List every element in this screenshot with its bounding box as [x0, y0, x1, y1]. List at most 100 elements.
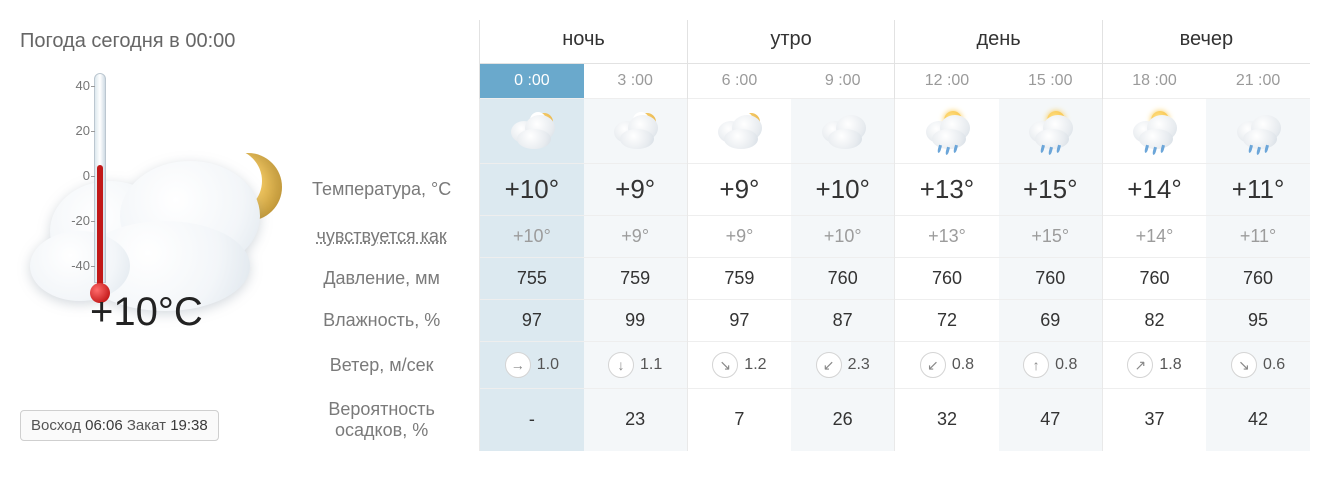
period-morning: утро [687, 20, 895, 64]
hour-cell[interactable]: 18 :00 [1102, 64, 1206, 99]
wind-direction-icon: ↓ [608, 352, 634, 378]
icon-row [300, 99, 1310, 164]
feels-like-cell: +9° [584, 216, 688, 258]
humidity-cell: 95 [1206, 300, 1310, 342]
precipitation-cell: 7 [687, 389, 791, 451]
hour-cell[interactable]: 0 :00 [480, 64, 584, 99]
weather-icon [505, 109, 559, 153]
forecast-icon-cell [480, 99, 584, 164]
wind-speed: 0.8 [1055, 356, 1077, 374]
label-pressure: Давление, мм [300, 258, 480, 300]
sunset-label: Закат [127, 417, 166, 434]
precipitation-cell: 42 [1206, 389, 1310, 451]
wind-direction-icon: ↑ [1023, 352, 1049, 378]
wind-speed: 2.3 [848, 356, 870, 374]
wind-speed: 1.8 [1159, 356, 1181, 374]
hour-cell[interactable]: 9 :00 [791, 64, 895, 99]
sunrise-label: Восход [31, 417, 81, 434]
temperature-cell: +9° [687, 164, 791, 216]
moon-icon [214, 153, 282, 221]
forecast-icon-cell [1102, 99, 1206, 164]
label-humidity: Влажность, % [300, 300, 480, 342]
weather-icon [920, 109, 974, 153]
hour-cell[interactable]: 3 :00 [584, 64, 688, 99]
wind-cell: ↙ 0.8 [895, 342, 999, 389]
label-feels-like[interactable]: чувствуется как [300, 216, 480, 258]
sunrise-time: 06:06 [85, 417, 123, 434]
humidity-cell: 82 [1102, 300, 1206, 342]
wind-cell: ↗1.8 [1102, 342, 1206, 389]
temperature-row: Температура, °C +10°+9°+9°+10°+13°+15°+1… [300, 164, 1310, 216]
thermometer-icon: 40 20 0 -20 -40 [80, 73, 120, 303]
current-weather-graphic: 40 20 0 -20 -40 [20, 63, 300, 323]
hour-cell[interactable]: 15 :00 [999, 64, 1103, 99]
pressure-cell: 760 [999, 258, 1103, 300]
precipitation-row: Вероятность осадков, % -2372632473742 [300, 389, 1310, 451]
feels-like-cell: +13° [895, 216, 999, 258]
wind-speed: 1.2 [744, 356, 766, 374]
wind-direction-icon: → [505, 352, 531, 378]
period-day: день [895, 20, 1103, 64]
wind-speed: 1.1 [640, 356, 662, 374]
period-evening: вечер [1102, 20, 1310, 64]
current-weather-panel: Погода сегодня в 00:00 40 20 0 -20 -40 [0, 0, 300, 451]
label-wind: Ветер, м/сек [300, 342, 480, 389]
humidity-cell: 69 [999, 300, 1103, 342]
feels-like-cell: +10° [480, 216, 584, 258]
sunrise-sunset-badge: Восход 06:06 Закат 19:38 [20, 410, 219, 441]
pressure-cell: 760 [1206, 258, 1310, 300]
pressure-cell: 759 [584, 258, 688, 300]
weather-icon [1023, 109, 1077, 153]
humidity-cell: 97 [687, 300, 791, 342]
weather-icon [712, 109, 766, 153]
pressure-cell: 760 [1102, 258, 1206, 300]
wind-cell: ↙ 2.3 [791, 342, 895, 389]
feels-like-cell: +15° [999, 216, 1103, 258]
pressure-row: Давление, мм 755759759760760760760760 [300, 258, 1310, 300]
pressure-cell: 760 [895, 258, 999, 300]
temperature-cell: +13° [895, 164, 999, 216]
feels-like-cell: +9° [687, 216, 791, 258]
wind-direction-icon: ↙ [920, 352, 946, 378]
weather-icon [1231, 109, 1285, 153]
wind-cell: → 1.0 [480, 342, 584, 389]
wind-direction-icon: ↘ [1231, 352, 1257, 378]
wind-cell: ↑ 0.8 [999, 342, 1103, 389]
wind-cell: ↘ 0.6 [1206, 342, 1310, 389]
forecast-icon-cell [687, 99, 791, 164]
pressure-cell: 759 [687, 258, 791, 300]
wind-row: Ветер, м/сек →1.0↓1.1↘1.2↙2.3↙0.8↑0.8↗1.… [300, 342, 1310, 389]
hour-header-row: 0 :003 :006 :009 :0012 :0015 :0018 :0021… [300, 64, 1310, 99]
wind-speed: 0.6 [1263, 356, 1285, 374]
hour-cell[interactable]: 6 :00 [687, 64, 791, 99]
temperature-cell: +10° [480, 164, 584, 216]
temperature-cell: +11° [1206, 164, 1310, 216]
forecast-icon-cell [1206, 99, 1310, 164]
wind-speed: 1.0 [537, 356, 559, 374]
temperature-cell: +9° [584, 164, 688, 216]
precipitation-cell: 32 [895, 389, 999, 451]
current-temperature: +10°C [90, 290, 203, 335]
feels-like-cell: +10° [791, 216, 895, 258]
wind-direction-icon: ↙ [816, 352, 842, 378]
pressure-cell: 760 [791, 258, 895, 300]
precipitation-cell: 47 [999, 389, 1103, 451]
temperature-cell: +14° [1102, 164, 1206, 216]
weather-icon [1127, 109, 1181, 153]
feels-like-cell: +14° [1102, 216, 1206, 258]
temperature-cell: +15° [999, 164, 1103, 216]
page-title: Погода сегодня в 00:00 [20, 30, 290, 53]
humidity-row: Влажность, % 9799978772698295 [300, 300, 1310, 342]
humidity-cell: 72 [895, 300, 999, 342]
wind-speed: 0.8 [952, 356, 974, 374]
hour-cell[interactable]: 12 :00 [895, 64, 999, 99]
forecast-icon-cell [584, 99, 688, 164]
period-header-row: ночь утро день вечер [300, 20, 1310, 64]
precipitation-cell: 26 [791, 389, 895, 451]
forecast-icon-cell [895, 99, 999, 164]
sunset-time: 19:38 [170, 417, 208, 434]
temperature-cell: +10° [791, 164, 895, 216]
hour-cell[interactable]: 21 :00 [1206, 64, 1310, 99]
period-night: ночь [480, 20, 688, 64]
wind-cell: ↘1.2 [687, 342, 791, 389]
